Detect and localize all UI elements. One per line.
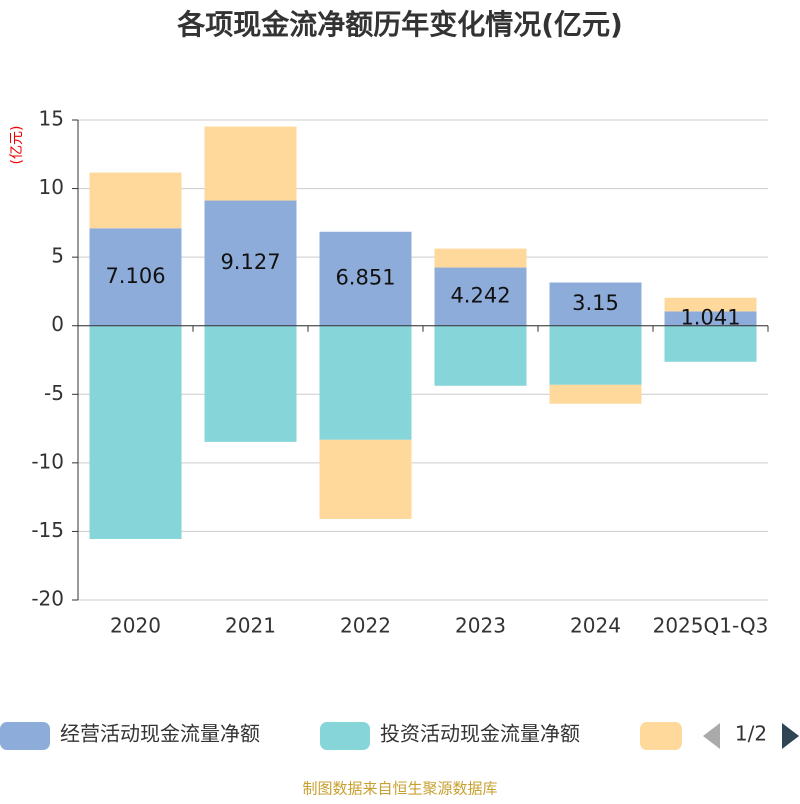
bar bbox=[319, 439, 412, 519]
legend-page: 1/2 bbox=[735, 722, 767, 746]
bar bbox=[319, 325, 412, 440]
bar bbox=[204, 126, 297, 201]
x-tick-label: 2020 bbox=[110, 614, 161, 638]
y-tick-label: -10 bbox=[31, 449, 64, 473]
data-label: 9.127 bbox=[220, 250, 280, 274]
legend-prev[interactable] bbox=[703, 723, 720, 749]
bar bbox=[664, 297, 757, 312]
y-tick-label: 15 bbox=[39, 107, 64, 131]
bar bbox=[89, 172, 182, 229]
bar bbox=[204, 325, 297, 442]
bar bbox=[549, 384, 642, 404]
y-tick-label: 0 bbox=[51, 312, 64, 336]
y-tick-label: 5 bbox=[51, 244, 64, 268]
data-label: 6.851 bbox=[335, 266, 395, 290]
source: 制图数据来自恒生聚源数据库 bbox=[302, 780, 497, 798]
y-tick-label: 10 bbox=[39, 175, 64, 199]
bar bbox=[549, 282, 642, 326]
bar bbox=[89, 228, 182, 326]
y-tick-label: -15 bbox=[31, 518, 64, 542]
legend-swatch bbox=[640, 722, 682, 750]
bar bbox=[434, 267, 527, 326]
x-tick-label: 2025Q1-Q3 bbox=[653, 614, 769, 638]
bar bbox=[434, 248, 527, 268]
bar bbox=[549, 325, 642, 385]
bar bbox=[204, 200, 297, 326]
legend-label: 投资活动现金流量净额 bbox=[380, 722, 580, 746]
data-label: 7.106 bbox=[105, 264, 165, 288]
data-label: 4.242 bbox=[450, 284, 510, 308]
x-tick-label: 2024 bbox=[570, 614, 621, 638]
legend-swatch bbox=[320, 722, 370, 750]
bar bbox=[89, 325, 182, 539]
y-tick-label: -5 bbox=[44, 381, 64, 405]
bar bbox=[434, 325, 527, 386]
legend-label: 经营活动现金流量净额 bbox=[60, 722, 260, 746]
x-tick-label: 2022 bbox=[340, 614, 391, 638]
chart-title: 各项现金流净额历年变化情况(亿元) bbox=[176, 8, 623, 41]
y-tick-label: -20 bbox=[31, 587, 64, 611]
x-tick-label: 2023 bbox=[455, 614, 506, 638]
y-axis-label: (亿元) bbox=[9, 126, 25, 165]
bar bbox=[319, 231, 412, 326]
legend-next[interactable] bbox=[782, 723, 799, 749]
data-label: 3.15 bbox=[572, 291, 619, 315]
bar bbox=[664, 325, 757, 362]
legend-swatch bbox=[0, 722, 50, 750]
x-tick-label: 2021 bbox=[225, 614, 276, 638]
bar bbox=[664, 311, 757, 326]
